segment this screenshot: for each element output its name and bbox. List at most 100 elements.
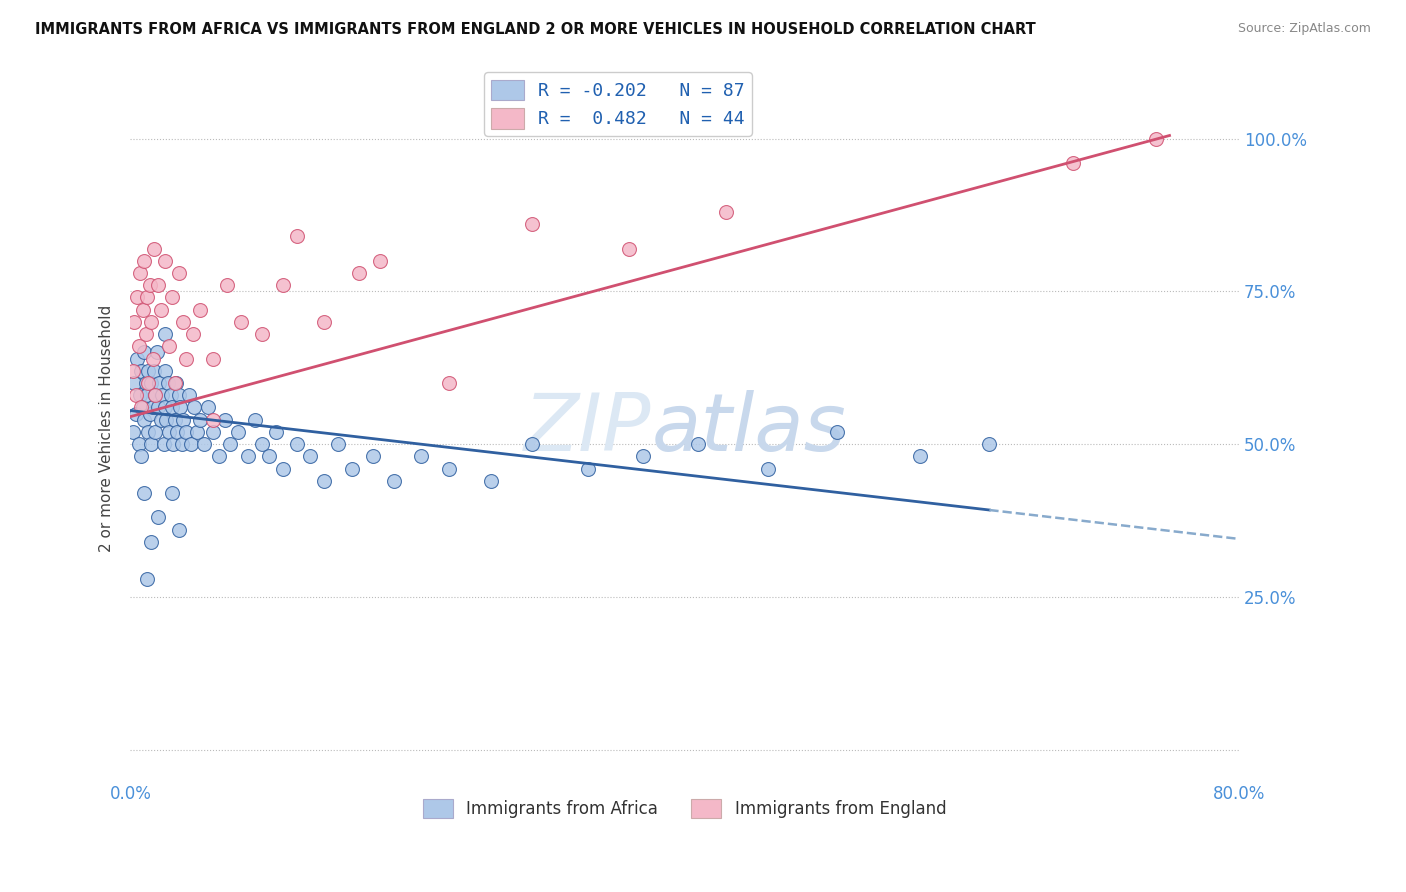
Point	[285, 437, 308, 451]
Point	[250, 327, 273, 342]
Point	[122, 425, 145, 439]
Point	[153, 364, 176, 378]
Point	[143, 388, 166, 402]
Point	[153, 327, 176, 342]
Point	[202, 413, 225, 427]
Point	[825, 425, 848, 439]
Point	[1144, 131, 1167, 145]
Point	[688, 437, 710, 451]
Point	[183, 401, 205, 415]
Point	[257, 450, 280, 464]
Point	[127, 290, 149, 304]
Point	[138, 376, 160, 390]
Point	[174, 351, 197, 366]
Point	[169, 401, 191, 415]
Point	[382, 474, 405, 488]
Point	[172, 413, 194, 427]
Point	[188, 413, 211, 427]
Point	[136, 290, 159, 304]
Point	[162, 437, 184, 451]
Point	[219, 437, 242, 451]
Point	[138, 364, 160, 378]
Point	[143, 388, 166, 402]
Point	[129, 266, 152, 280]
Point	[139, 437, 162, 451]
Point	[127, 351, 149, 366]
Point	[149, 302, 172, 317]
Point	[125, 388, 148, 402]
Point	[170, 437, 193, 451]
Point	[142, 242, 165, 256]
Point	[125, 407, 148, 421]
Point	[163, 376, 186, 390]
Y-axis label: 2 or more Vehicles in Household: 2 or more Vehicles in Household	[100, 305, 114, 552]
Point	[285, 229, 308, 244]
Point	[141, 401, 163, 415]
Point	[146, 401, 169, 415]
Point	[165, 376, 187, 390]
Point	[150, 388, 173, 402]
Point	[149, 413, 172, 427]
Point	[138, 425, 160, 439]
Point	[479, 474, 502, 488]
Point	[152, 437, 174, 451]
Point	[197, 401, 219, 415]
Point	[160, 486, 183, 500]
Point	[157, 425, 180, 439]
Point	[172, 315, 194, 329]
Point	[177, 388, 200, 402]
Point	[139, 376, 162, 390]
Point	[142, 364, 165, 378]
Point	[180, 437, 202, 451]
Point	[214, 413, 236, 427]
Point	[520, 437, 543, 451]
Point	[314, 315, 336, 329]
Point	[166, 425, 188, 439]
Point	[167, 523, 190, 537]
Point	[146, 278, 169, 293]
Point	[328, 437, 350, 451]
Point	[299, 450, 322, 464]
Point	[208, 450, 231, 464]
Point	[264, 425, 287, 439]
Point	[139, 315, 162, 329]
Legend: Immigrants from Africa, Immigrants from England: Immigrants from Africa, Immigrants from …	[416, 792, 953, 825]
Point	[136, 388, 159, 402]
Point	[631, 450, 654, 464]
Point	[156, 376, 179, 390]
Text: ZIP: ZIP	[524, 390, 651, 468]
Point	[155, 413, 177, 427]
Point	[134, 253, 156, 268]
Point	[134, 486, 156, 500]
Point	[160, 290, 183, 304]
Point	[139, 535, 162, 549]
Point	[756, 461, 779, 475]
Point	[131, 364, 153, 378]
Point	[271, 461, 294, 475]
Point	[135, 327, 157, 342]
Point	[271, 278, 294, 293]
Point	[145, 345, 167, 359]
Point	[146, 510, 169, 524]
Point	[202, 425, 225, 439]
Point	[141, 351, 163, 366]
Point	[135, 376, 157, 390]
Point	[136, 572, 159, 586]
Point	[437, 461, 460, 475]
Point	[411, 450, 433, 464]
Point	[143, 425, 166, 439]
Point	[167, 266, 190, 280]
Point	[250, 437, 273, 451]
Point	[131, 450, 153, 464]
Point	[181, 327, 204, 342]
Point	[128, 437, 150, 451]
Point	[124, 376, 146, 390]
Point	[202, 351, 225, 366]
Point	[231, 315, 253, 329]
Point	[617, 242, 640, 256]
Point	[979, 437, 1001, 451]
Point	[148, 376, 170, 390]
Point	[347, 266, 370, 280]
Point	[128, 339, 150, 353]
Point	[124, 315, 146, 329]
